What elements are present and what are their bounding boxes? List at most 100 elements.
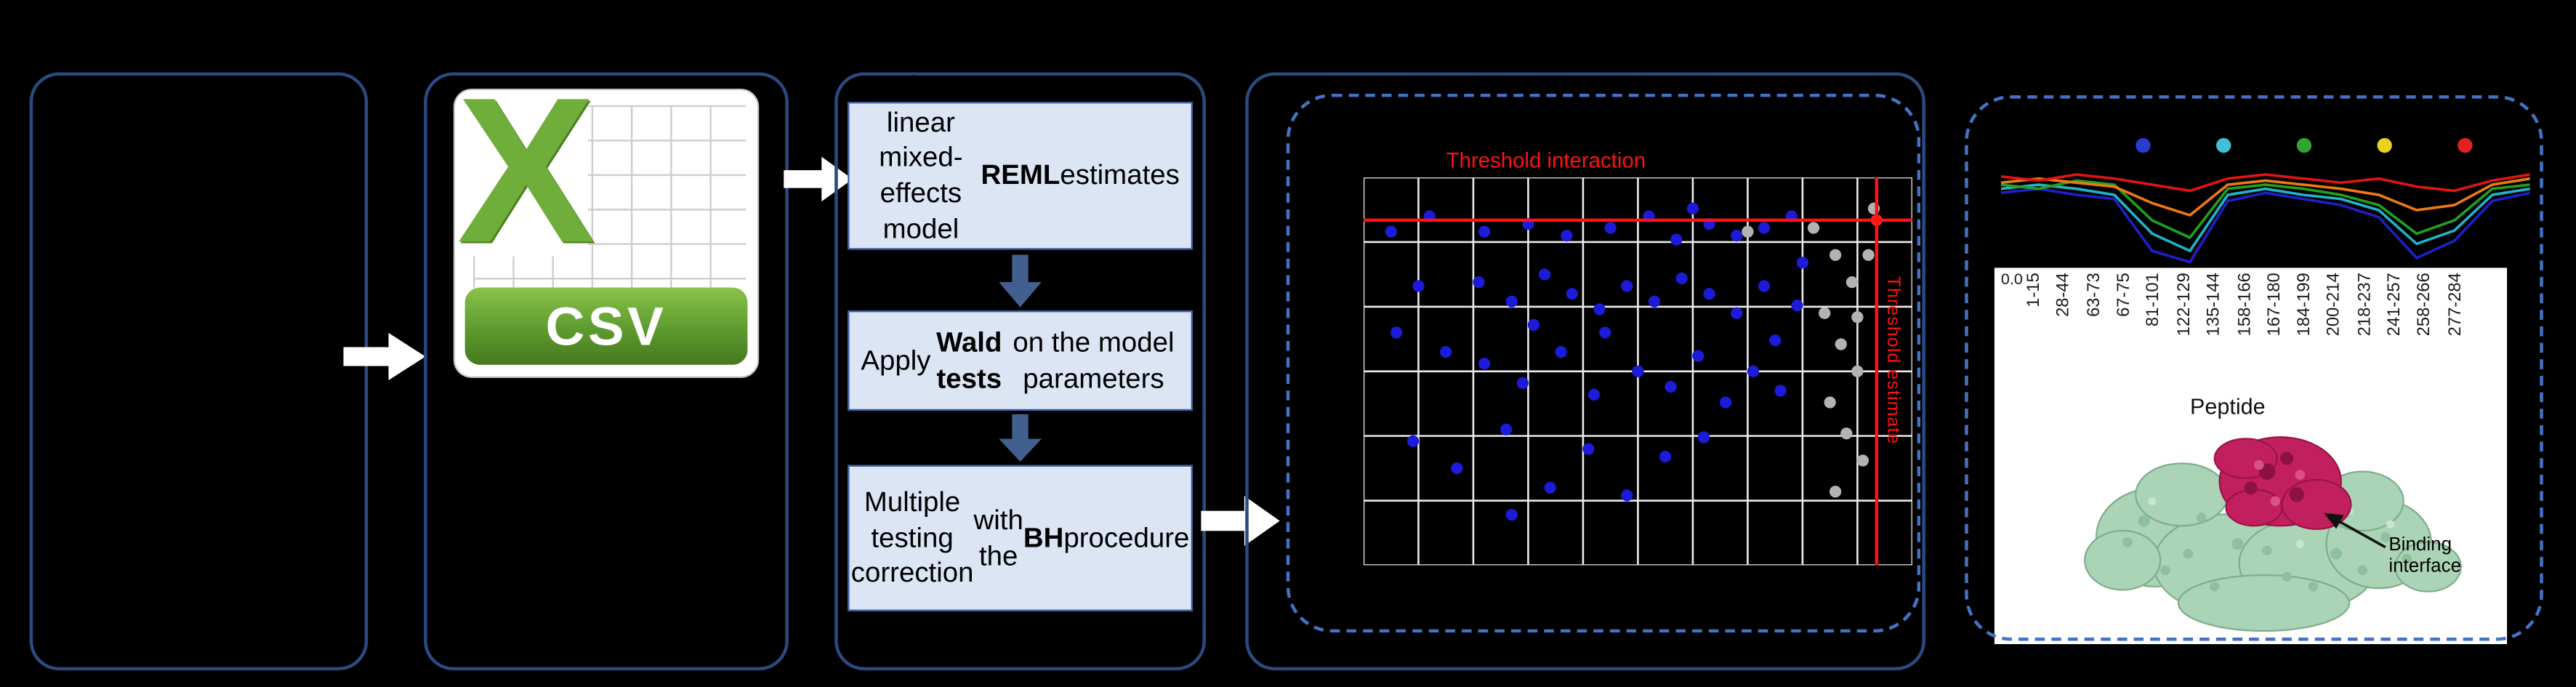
peptide-tick-label: 122-129 <box>2174 273 2194 337</box>
csv-file-icon: X CSV <box>453 89 760 378</box>
peptide-tick-label: 63-73 <box>2084 273 2104 317</box>
x-axis-label: Peptide <box>2190 394 2266 419</box>
scatter-point-significant <box>1697 431 1710 443</box>
scatter-point-excluded <box>1862 249 1875 261</box>
condition-dot-icon <box>2458 137 2473 153</box>
scatter-point-significant <box>1659 450 1672 463</box>
scatter-point-significant <box>1561 229 1573 242</box>
protein-structure <box>2084 436 2462 632</box>
scatter-point-excluded <box>1829 249 1842 261</box>
profile-line-red <box>2000 173 2530 193</box>
panel-scatter-results <box>1245 72 1925 671</box>
scatter-point-significant <box>1648 295 1661 308</box>
peptide-tick-labels: 1-15 28-44 63-73 67-75 81-101 122-129 135-144 1… <box>2004 268 2465 389</box>
protein-texture <box>2122 513 2412 592</box>
emphasis-text: BH <box>1023 521 1064 553</box>
scatter-point-significant <box>1516 377 1529 389</box>
step-wald-tests: Apply Wald tests on the model parameters <box>848 310 1193 411</box>
scatter-point-significant <box>1505 508 1518 521</box>
scatter-point-significant <box>1774 385 1787 397</box>
condition-dot-icon <box>2377 137 2392 153</box>
step-text: procedure <box>1063 521 1190 553</box>
emphasis-text: Wald tests <box>936 326 1002 394</box>
csv-banner: CSV <box>465 287 747 365</box>
profile-line-green <box>2000 179 2530 239</box>
step-text: estimates <box>1060 159 1180 191</box>
binding-interface-shading <box>2244 451 2304 502</box>
scatter-point-significant <box>1478 225 1491 238</box>
scatter-point-excluded <box>1851 311 1864 324</box>
step-text: Multiple testing correction <box>850 486 974 589</box>
peptide-tick-label: 277-284 <box>2444 273 2465 337</box>
scatter-point-significant <box>1621 489 1633 502</box>
scatter-point-significant <box>1719 396 1732 409</box>
excel-x-icon: X <box>456 89 595 286</box>
scatter-point-significant <box>1769 334 1782 347</box>
scatter-point-excluded <box>1851 365 1864 377</box>
scatter-title: Threshold interaction <box>1446 148 1646 173</box>
scatter-point-excluded <box>1846 276 1859 289</box>
step-text: Apply <box>861 344 931 376</box>
scatter-point-excluded <box>1807 222 1820 234</box>
annotation-arrow-icon <box>2324 513 2386 549</box>
scatter-point-excluded <box>1856 454 1869 467</box>
step-text: on the model parameters <box>1013 326 1175 394</box>
scatter-point-significant <box>1538 268 1551 281</box>
scatter-point-significant <box>1796 257 1809 269</box>
step-text: Fit a linear mixed-effects model with <box>879 70 963 281</box>
protein-body <box>2084 462 2462 632</box>
peptide-tick-label: 241-257 <box>2384 273 2405 337</box>
peptide-tick-label: 167-180 <box>2264 273 2285 337</box>
peptide-profile-plot <box>2000 173 2530 264</box>
scatter-point-excluded <box>1824 396 1836 409</box>
threshold-estimate-label: Threshold estimate <box>1883 276 1903 445</box>
scatter-point-significant <box>1478 358 1491 370</box>
panel-input <box>29 72 369 671</box>
scatter-point-significant <box>1505 295 1518 308</box>
binding-interface-annotation: Binding interface <box>2388 535 2462 577</box>
scatter-point-significant <box>1692 350 1704 362</box>
peptide-tick-label: 135-144 <box>2204 273 2224 337</box>
scatter-point-significant <box>1791 300 1803 312</box>
scatter-point-significant <box>1412 280 1425 292</box>
scatter-point-significant <box>1406 435 1420 448</box>
scatter-point-significant <box>1731 307 1743 319</box>
scatter-point-excluded <box>1742 225 1754 238</box>
peptide-tick-label: 258-266 <box>2415 273 2435 337</box>
scatter-point-significant <box>1587 388 1601 401</box>
peptide-tick-label: 67-75 <box>2114 273 2134 317</box>
scatter-point-significant <box>1390 326 1403 339</box>
scatter-point-significant <box>1731 229 1743 242</box>
scatter-point-significant <box>1555 345 1567 358</box>
threshold-scatter-plot <box>1363 177 1912 566</box>
panel-workflow <box>834 72 1206 671</box>
peptide-tick-label: 184-199 <box>2294 273 2314 337</box>
condition-dot-icon <box>2296 137 2312 153</box>
scatter-point-significant <box>1599 326 1611 339</box>
scatter-point-excluded <box>1829 486 1842 498</box>
step-reml-model: Fit a linear mixed-effects model with RE… <box>848 71 1193 280</box>
peptide-tick-label: 158-166 <box>2234 273 2255 337</box>
scatter-point-significant <box>1686 202 1699 214</box>
scatter-point-significant <box>1593 303 1606 316</box>
scatter-point-significant <box>1566 287 1578 300</box>
scatter-point-significant <box>1758 222 1771 234</box>
scatter-point-significant <box>1747 365 1759 377</box>
scatter-point-significant <box>1473 276 1485 289</box>
scatter-point-excluded <box>1835 338 1847 350</box>
scatter-point-significant <box>1758 280 1771 292</box>
profile-line-orange <box>2000 177 2530 217</box>
scatter-point-significant <box>1632 365 1644 377</box>
scatter-point-significant <box>1385 225 1397 238</box>
peptide-tick-label: 81-101 <box>2144 273 2165 327</box>
scatter-point-significant <box>1440 345 1452 358</box>
scatter-point-significant <box>1544 481 1556 494</box>
scatter-point-excluded <box>1840 427 1853 440</box>
scatter-point-significant <box>1451 462 1463 475</box>
scatter-point-significant <box>1621 280 1633 292</box>
condition-dot-icon <box>2136 137 2151 153</box>
step-text: with the <box>973 504 1023 571</box>
condition-dot-legend <box>2136 137 2473 153</box>
scatter-point-significant <box>1527 318 1540 331</box>
